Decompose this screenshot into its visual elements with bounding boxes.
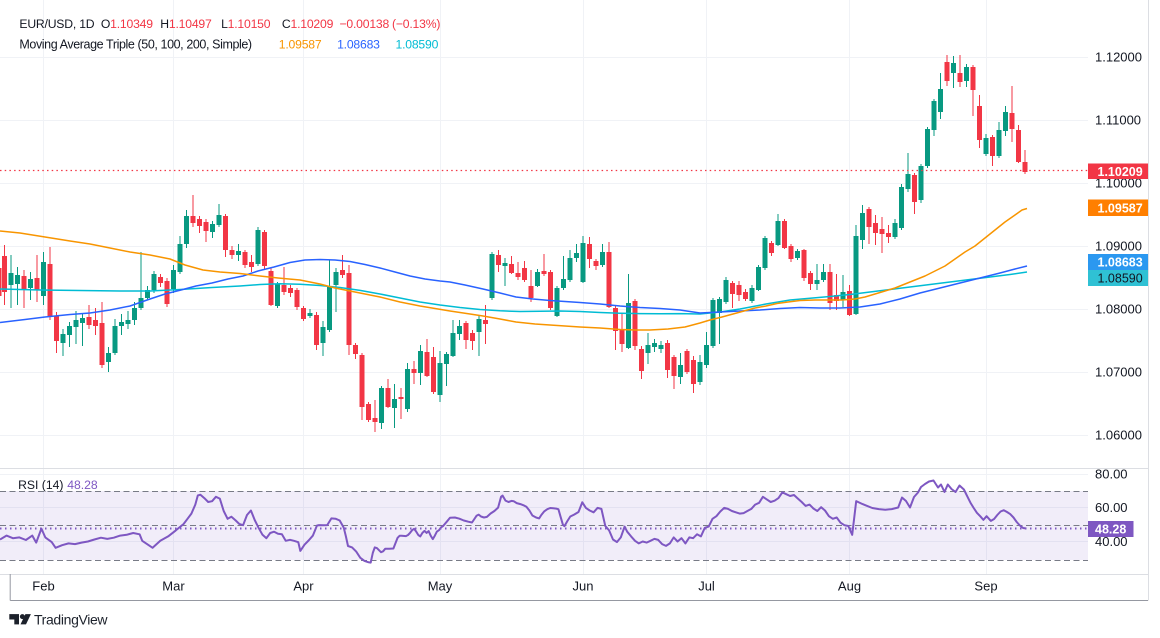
svg-text:Aug: Aug [838,579,861,594]
svg-text:1.12000: 1.12000 [1095,50,1142,65]
svg-text:Moving Average Triple (50, 100: Moving Average Triple (50, 100, 200, Sim… [19,38,438,52]
svg-text:1.06000: 1.06000 [1095,428,1142,443]
svg-text:Jul: Jul [698,579,715,594]
svg-text:1.11000: 1.11000 [1095,113,1141,128]
svg-text:Jun: Jun [573,579,594,594]
svg-text:60.00: 60.00 [1095,500,1128,515]
svg-text:RSI (14)48.28: RSI (14) 48.28 [18,478,98,492]
svg-text:1.08000: 1.08000 [1095,302,1142,317]
svg-text:1.08683: 1.08683 [1098,256,1143,270]
svg-text:80.00: 80.00 [1095,467,1128,482]
svg-text:TradingView: TradingView [34,612,108,628]
svg-text:1.09587: 1.09587 [1098,201,1143,215]
svg-text:40.00: 40.00 [1095,534,1128,549]
svg-text:1.09000: 1.09000 [1095,239,1142,254]
svg-text:May: May [428,579,453,594]
svg-text:Feb: Feb [32,579,54,594]
svg-text:1.08590: 1.08590 [1098,272,1143,286]
svg-text:Sep: Sep [974,579,997,594]
svg-text:1.10209: 1.10209 [1098,165,1143,179]
svg-text:Mar: Mar [162,579,185,594]
svg-text:1.07000: 1.07000 [1095,365,1142,380]
svg-text:1.10000: 1.10000 [1095,176,1142,191]
svg-text:48.28: 48.28 [1095,523,1126,537]
svg-text:Apr: Apr [293,579,314,594]
